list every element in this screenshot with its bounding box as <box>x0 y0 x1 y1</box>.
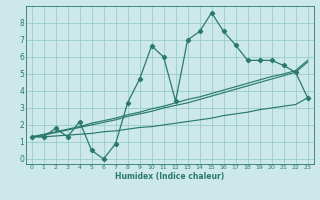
X-axis label: Humidex (Indice chaleur): Humidex (Indice chaleur) <box>115 172 224 181</box>
